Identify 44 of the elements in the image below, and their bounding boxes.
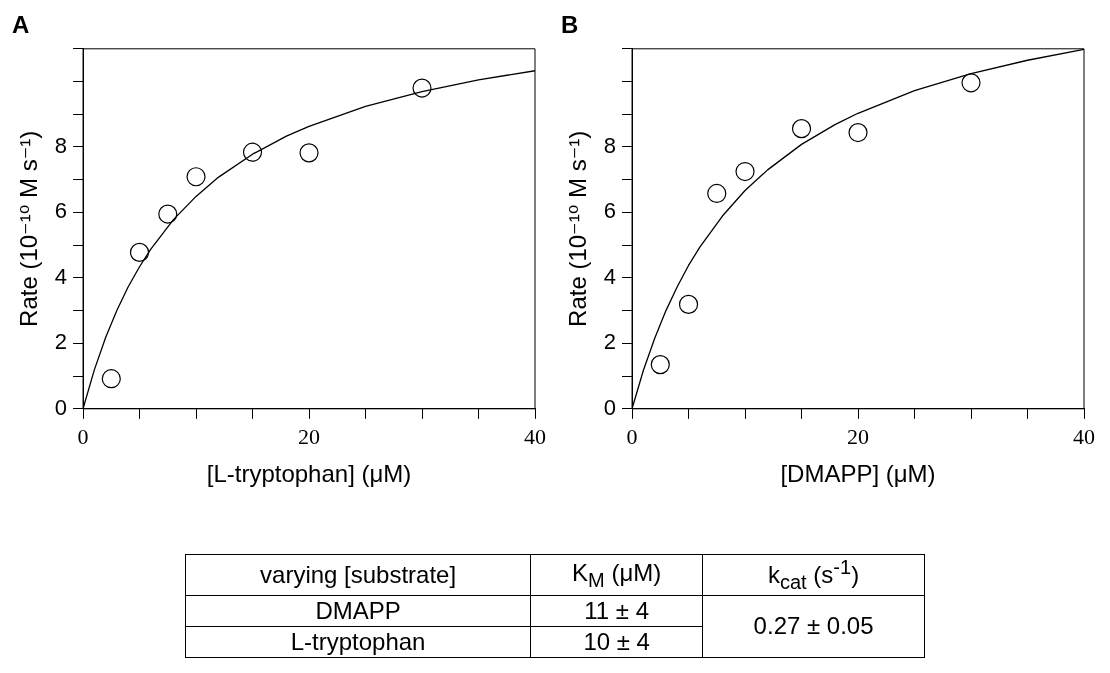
x-tick-label: 0 (626, 423, 638, 449)
text: k$_{cat}$ (s$^{-1}$) (702, 554, 925, 596)
point (650, 355, 670, 375)
y-tick-label: 0 (54, 394, 68, 420)
point (101, 369, 121, 389)
text: 11 ± 4 (530, 595, 703, 627)
x-tick-label: 40 (1073, 423, 1095, 449)
chart-title: B (561, 11, 579, 39)
chart-title: A (12, 11, 30, 39)
y-tick-label: 4 (54, 263, 68, 289)
y-tick-label: 2 (54, 329, 68, 355)
y-tick-label: 6 (603, 198, 617, 224)
point (129, 242, 150, 262)
y-tick-label: 6 (54, 198, 68, 224)
text: DMAPP (185, 595, 531, 627)
point (848, 122, 868, 143)
y-axis-title: Rate (10⁻¹⁰ M s⁻¹) (15, 130, 43, 327)
x-tick-label: 20 (298, 423, 321, 449)
point (242, 142, 263, 162)
text: 10 ± 4 (530, 626, 703, 658)
x-tick-label: 20 (847, 423, 870, 449)
point (186, 167, 206, 187)
x-tick-label: 40 (524, 423, 546, 449)
x-tick-label: 0 (77, 423, 89, 449)
y-tick-label: 4 (603, 263, 617, 289)
x-axis-title: [L-tryptophan] (μM) (206, 460, 412, 488)
y-tick-label: 2 (603, 329, 617, 355)
text: L-tryptophan (185, 626, 531, 658)
point (678, 294, 699, 314)
point (735, 161, 755, 182)
y-tick-label: 8 (54, 133, 68, 159)
text: 0.27 ± 0.05 (702, 595, 925, 658)
point (791, 119, 812, 139)
point (299, 143, 319, 163)
y-tick-label: 8 (603, 133, 617, 159)
text: K$_{M}$ (μM) (530, 554, 703, 596)
point (412, 78, 432, 98)
point (707, 183, 727, 204)
point (158, 204, 178, 224)
y-axis-title: Rate (10⁻¹⁰ M s⁻¹) (564, 130, 592, 327)
y-tick-label: 0 (603, 394, 617, 420)
x-axis-title: [DMAPP] (μM) (780, 460, 936, 488)
point (961, 73, 981, 93)
text: varying [substrate] (185, 554, 531, 596)
